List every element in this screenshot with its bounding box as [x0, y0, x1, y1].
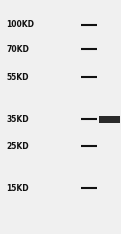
- FancyBboxPatch shape: [99, 116, 120, 123]
- Text: 15KD: 15KD: [6, 184, 29, 193]
- Text: 35KD: 35KD: [6, 115, 29, 124]
- Text: 100KD: 100KD: [6, 20, 34, 29]
- Text: 25KD: 25KD: [6, 142, 29, 151]
- Text: 55KD: 55KD: [6, 73, 29, 82]
- Text: 70KD: 70KD: [6, 45, 29, 54]
